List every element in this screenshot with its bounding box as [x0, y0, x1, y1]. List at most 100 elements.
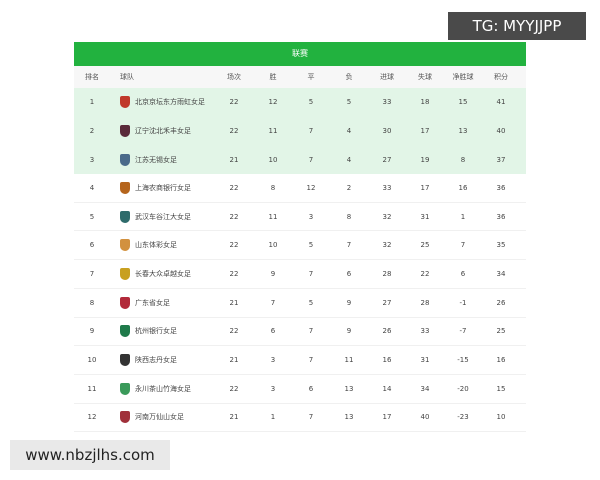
goals-for-cell: 32 — [382, 241, 392, 250]
goals-for-cell: 30 — [382, 127, 392, 136]
goals-against-cell: 22 — [420, 269, 430, 278]
wins-cell: 9 — [270, 269, 276, 278]
wins-cell: 12 — [268, 98, 278, 107]
goals-against-cell: 31 — [420, 356, 430, 365]
goal-difference-cell: 16 — [458, 183, 468, 192]
table-row: 7 长春大众卓越女足 22 9 7 6 28 22 6 34 — [74, 260, 526, 289]
table-row: 9 杭州银行女足 22 6 7 9 26 33 -7 25 — [74, 318, 526, 347]
losses-cell: 13 — [344, 413, 354, 422]
points-cell: 37 — [496, 155, 506, 164]
rank-cell: 3 — [89, 155, 95, 164]
team-name: 陕西志丹女足 — [135, 356, 177, 365]
rank-cell: 8 — [89, 298, 95, 307]
header-wins: 胜 — [269, 73, 277, 81]
goals-against-cell: 25 — [420, 241, 430, 250]
team-name: 长春大众卓越女足 — [135, 269, 191, 278]
team-name: 广东省女足 — [135, 298, 170, 307]
played-cell: 22 — [229, 241, 239, 250]
team-logo-icon — [120, 181, 130, 194]
team-cell: 陕西志丹女足 — [120, 346, 177, 374]
points-cell: 36 — [496, 212, 506, 221]
goals-for-cell: 26 — [382, 327, 392, 336]
played-cell: 21 — [229, 298, 239, 307]
team-name: 武汉车谷江大女足 — [135, 212, 191, 221]
goals-against-cell: 34 — [420, 384, 430, 393]
points-cell: 40 — [496, 127, 506, 136]
wins-cell: 1 — [270, 413, 276, 422]
table-row: 8 广东省女足 21 7 5 9 27 28 -1 26 — [74, 289, 526, 318]
goals-for-cell: 27 — [382, 155, 392, 164]
header-losses: 负 — [345, 73, 353, 81]
goals-against-cell: 31 — [420, 212, 430, 221]
played-cell: 22 — [229, 212, 239, 221]
team-logo-icon — [120, 96, 130, 109]
header-goals-for: 进球 — [380, 73, 394, 81]
losses-cell: 13 — [344, 384, 354, 393]
played-cell: 22 — [229, 127, 239, 136]
header-goals-against: 失球 — [418, 73, 432, 81]
goals-for-cell: 16 — [382, 356, 392, 365]
table-row: 6 山东体彩女足 22 10 5 7 32 25 7 35 — [74, 231, 526, 261]
team-cell: 武汉车谷江大女足 — [120, 203, 191, 231]
played-cell: 22 — [229, 269, 239, 278]
draws-cell: 7 — [308, 413, 314, 422]
losses-cell: 6 — [346, 269, 352, 278]
goal-difference-cell: -23 — [457, 413, 469, 422]
watermark-top: TG: MYYJJPP — [448, 12, 586, 40]
team-cell: 永川茶山竹海女足 — [120, 375, 191, 403]
rank-cell: 11 — [87, 384, 97, 393]
wins-cell: 3 — [270, 356, 276, 365]
goals-for-cell: 32 — [382, 212, 392, 221]
table-row: 10 陕西志丹女足 21 3 7 11 16 31 -15 16 — [74, 346, 526, 375]
team-name: 上海农商银行女足 — [135, 183, 191, 192]
team-logo-icon — [120, 239, 130, 252]
points-cell: 15 — [496, 384, 506, 393]
played-cell: 22 — [229, 327, 239, 336]
goals-against-cell: 40 — [420, 413, 430, 422]
team-name: 杭州银行女足 — [135, 327, 177, 336]
losses-cell: 7 — [346, 241, 352, 250]
goals-for-cell: 27 — [382, 298, 392, 307]
losses-cell: 2 — [346, 183, 352, 192]
team-name: 北京京坛东方雨虹女足 — [135, 98, 205, 107]
team-cell: 河南万仙山女足 — [120, 404, 184, 432]
points-cell: 26 — [496, 298, 506, 307]
draws-cell: 6 — [308, 384, 314, 393]
losses-cell: 4 — [346, 127, 352, 136]
team-logo-icon — [120, 210, 130, 223]
goal-difference-cell: -15 — [457, 356, 469, 365]
team-name: 山东体彩女足 — [135, 241, 177, 250]
standings-table: 联赛 排名 球队 场次胜平负进球 失球 净胜球 积分 1 北京京坛东方雨虹女足 22 12 5 5 3… — [74, 42, 526, 433]
draws-cell: 5 — [308, 241, 314, 250]
points-cell: 10 — [496, 413, 506, 422]
team-cell: 山东体彩女足 — [120, 231, 177, 259]
goals-for-cell: 17 — [382, 413, 392, 422]
draws-cell: 7 — [308, 269, 314, 278]
goal-difference-cell: 1 — [460, 212, 466, 221]
rank-cell: 1 — [89, 98, 95, 107]
rank-cell: 7 — [89, 269, 95, 278]
table-row: 11 永川茶山竹海女足 22 3 6 13 14 34 -20 15 — [74, 375, 526, 404]
points-cell: 41 — [496, 98, 506, 107]
goal-difference-cell: 8 — [460, 155, 466, 164]
header-team: 球队 — [120, 73, 134, 81]
draws-cell: 12 — [306, 183, 316, 192]
draws-cell: 7 — [308, 356, 314, 365]
goals-against-cell: 18 — [420, 98, 430, 107]
team-name: 江苏无锡女足 — [135, 155, 177, 164]
team-logo-icon — [120, 125, 130, 138]
wins-cell: 11 — [268, 127, 278, 136]
played-cell: 22 — [229, 384, 239, 393]
goal-difference-cell: 15 — [458, 98, 468, 107]
goal-difference-cell: -7 — [459, 327, 467, 336]
wins-cell: 10 — [268, 155, 278, 164]
header-goal-difference: 净胜球 — [452, 73, 474, 81]
played-cell: 21 — [229, 356, 239, 365]
team-logo-icon — [120, 411, 130, 424]
draws-cell: 3 — [308, 212, 314, 221]
table-row: 5 武汉车谷江大女足 22 11 3 8 32 31 1 36 — [74, 203, 526, 232]
header-played: 场次 — [227, 73, 241, 81]
goals-for-cell: 33 — [382, 98, 392, 107]
losses-cell: 8 — [346, 212, 352, 221]
table-row: 2 辽宁沈北禾丰女足 22 11 7 4 30 17 13 40 — [74, 116, 526, 146]
